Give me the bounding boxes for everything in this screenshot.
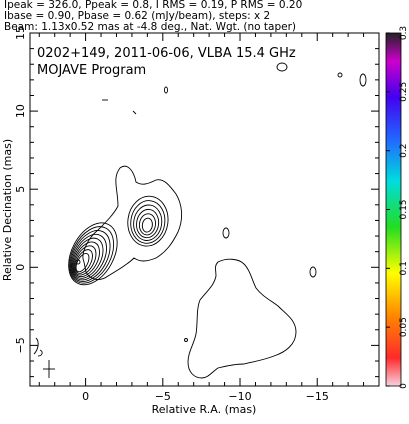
- x-tick-label: 0: [82, 390, 89, 403]
- contour-lines: [33, 62, 367, 379]
- header-line-beam: Beam: 1.13x0.52 mas at -4.8 deg., Nat. W…: [4, 20, 297, 33]
- jet-knot-contour-level: [130, 200, 166, 244]
- jet-knot-contour-level: [141, 217, 153, 233]
- small-contour-e1: [337, 72, 343, 78]
- plot-subtitle: MOJAVE Program: [37, 63, 146, 78]
- small-contour-n2: [132, 110, 137, 115]
- axis-tick-labels: 0 −5 −10 −15 −5 0 5 10 15: [14, 26, 329, 403]
- x-tick-label: −10: [228, 390, 251, 403]
- y-tick-label: −5: [14, 337, 27, 353]
- colorbar-tick-label: 0.15: [399, 199, 409, 219]
- y-tick-label: 15: [14, 26, 27, 40]
- core-contour-level: [72, 241, 100, 278]
- core-contour-level: [70, 230, 111, 282]
- small-contour-w3: [37, 349, 43, 357]
- small-contour-mid1: [222, 227, 230, 239]
- colorbar-tick-label: 0.05: [399, 317, 409, 337]
- core-knot-envelope: [82, 165, 183, 280]
- colorbar-tick-label: 0: [399, 383, 409, 389]
- colorbar-tick-label: 0.2: [399, 144, 409, 158]
- x-axis-label: Relative R.A. (mas): [152, 403, 257, 416]
- colorbar-tick-label: 0.3: [399, 26, 409, 40]
- image-parameters-header: Ipeak = 326.0, Ppeak = 0.8, I RMS = 0.19…: [4, 0, 404, 32]
- core-contour-level: [74, 249, 93, 274]
- y-tick-label: 10: [14, 104, 27, 118]
- beam-marker: [43, 360, 55, 378]
- small-contour-ne: [276, 62, 288, 72]
- colorbar-tick-label: 0.25: [399, 82, 409, 102]
- colorbar-tick-labels: 0 0.05 0.1 0.15 0.2 0.25 0.3: [386, 26, 409, 389]
- colorbar-tick-label: 0.1: [399, 261, 409, 275]
- jet-knot-contour-level: [127, 195, 169, 247]
- diffuse-lobe-contour: [187, 258, 297, 379]
- jet-knot-contour-level: [133, 204, 163, 241]
- small-contour-top: [164, 86, 168, 94]
- plot-frame: [29, 32, 380, 387]
- header-line-base: Ibase = 0.90, Pbase = 0.62 (mJy/beam), s…: [4, 9, 271, 22]
- core-contours: [68, 222, 118, 286]
- small-contour-w2: [33, 337, 39, 355]
- small-contour-mid2: [309, 266, 317, 278]
- core-contour-level: [71, 237, 104, 279]
- y-tick-label: 5: [14, 186, 27, 193]
- jet-knot-contours: [127, 195, 169, 247]
- y-axis-label: Relative Decination (mas): [1, 139, 14, 281]
- core-contour-level: [68, 222, 118, 286]
- jet-knot-contour-level: [136, 208, 160, 239]
- x-tick-label: −15: [306, 390, 329, 403]
- core-contour-level: [73, 245, 97, 276]
- small-contour-ne2: [359, 73, 367, 87]
- jet-knot-contour-level: [138, 213, 156, 236]
- header-line-peak: Ipeak = 326.0, Ppeak = 0.8, I RMS = 0.19…: [4, 0, 303, 11]
- y-tick-label: 0: [14, 264, 27, 271]
- plot-title: 0202+149, 2011-06-06, VLBA 15.4 GHz: [37, 46, 296, 61]
- small-contour-s1: [184, 338, 188, 342]
- core-contour-level: [71, 233, 107, 281]
- small-contour-w1: [75, 259, 81, 265]
- x-tick-label: −5: [155, 390, 171, 403]
- axis-ticks: [30, 32, 380, 386]
- core-contour-level: [69, 226, 115, 284]
